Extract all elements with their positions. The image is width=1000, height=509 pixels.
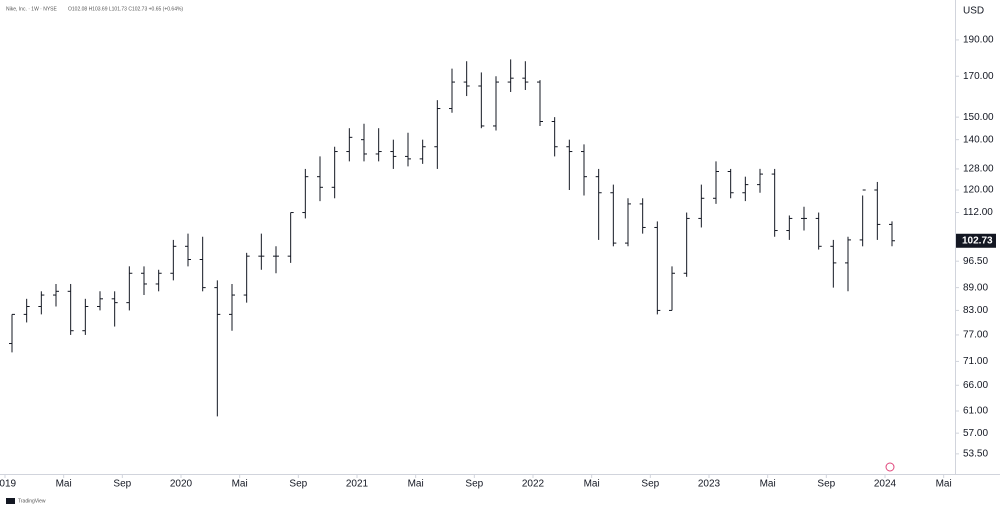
symbol-title: Nike, Inc. · 1W · NYSE xyxy=(6,6,58,12)
y-tick-label: 96.50 xyxy=(963,256,988,267)
last-price-box xyxy=(956,233,996,248)
event-icon[interactable] xyxy=(885,462,895,472)
x-tick-label: 2019 xyxy=(0,479,17,490)
y-tick-label: 66.00 xyxy=(963,380,988,391)
y-tick-label: 61.00 xyxy=(963,406,988,417)
x-tick-label: Mai xyxy=(56,479,72,490)
y-tick-label: 128.00 xyxy=(963,164,994,175)
x-tick-label: 2023 xyxy=(698,479,721,490)
x-tick-label: Sep xyxy=(817,479,835,490)
y-tick-label: 190.00 xyxy=(963,35,994,46)
currency: USD xyxy=(963,6,984,17)
y-tick-label: 120.00 xyxy=(963,185,994,196)
x-tick-label: 2022 xyxy=(522,479,545,490)
y-tick-label: 170.00 xyxy=(963,71,994,82)
y-tick-label: 89.00 xyxy=(963,282,988,293)
y-tick-label: 140.00 xyxy=(963,134,994,145)
y-tick-label: 150.00 xyxy=(963,112,994,123)
y-tick-label: 83.00 xyxy=(963,305,988,316)
x-tick-label: 2020 xyxy=(170,479,193,490)
y-tick-label: 53.50 xyxy=(963,448,988,459)
y-tick-label: 57.00 xyxy=(963,428,988,439)
x-tick-label: Mai xyxy=(408,479,424,490)
y-tick-label: 112.00 xyxy=(963,207,993,218)
x-tick-label: Sep xyxy=(113,479,131,490)
x-tick-label: 2021 xyxy=(346,479,369,490)
y-tick-label: 77.00 xyxy=(963,330,988,341)
watermark: TradingView xyxy=(18,498,46,504)
ohlc-legend: O102.08 H103.69 L101.73 C102.73 +0.65 (+… xyxy=(68,6,183,12)
last-price-label: 102.73 xyxy=(962,235,993,246)
x-tick-label: Mai xyxy=(584,479,600,490)
x-tick-label: Sep xyxy=(641,479,659,490)
logo xyxy=(6,498,15,504)
x-tick-label: 2024 xyxy=(874,479,897,490)
x-tick-label: Sep xyxy=(289,479,307,490)
x-tick-label: Mai xyxy=(760,479,776,490)
x-tick-label: Mai xyxy=(232,479,248,490)
y-tick-label: 71.00 xyxy=(963,356,988,367)
x-tick-label: Sep xyxy=(465,479,483,490)
x-tick-label: Mai xyxy=(936,479,952,490)
